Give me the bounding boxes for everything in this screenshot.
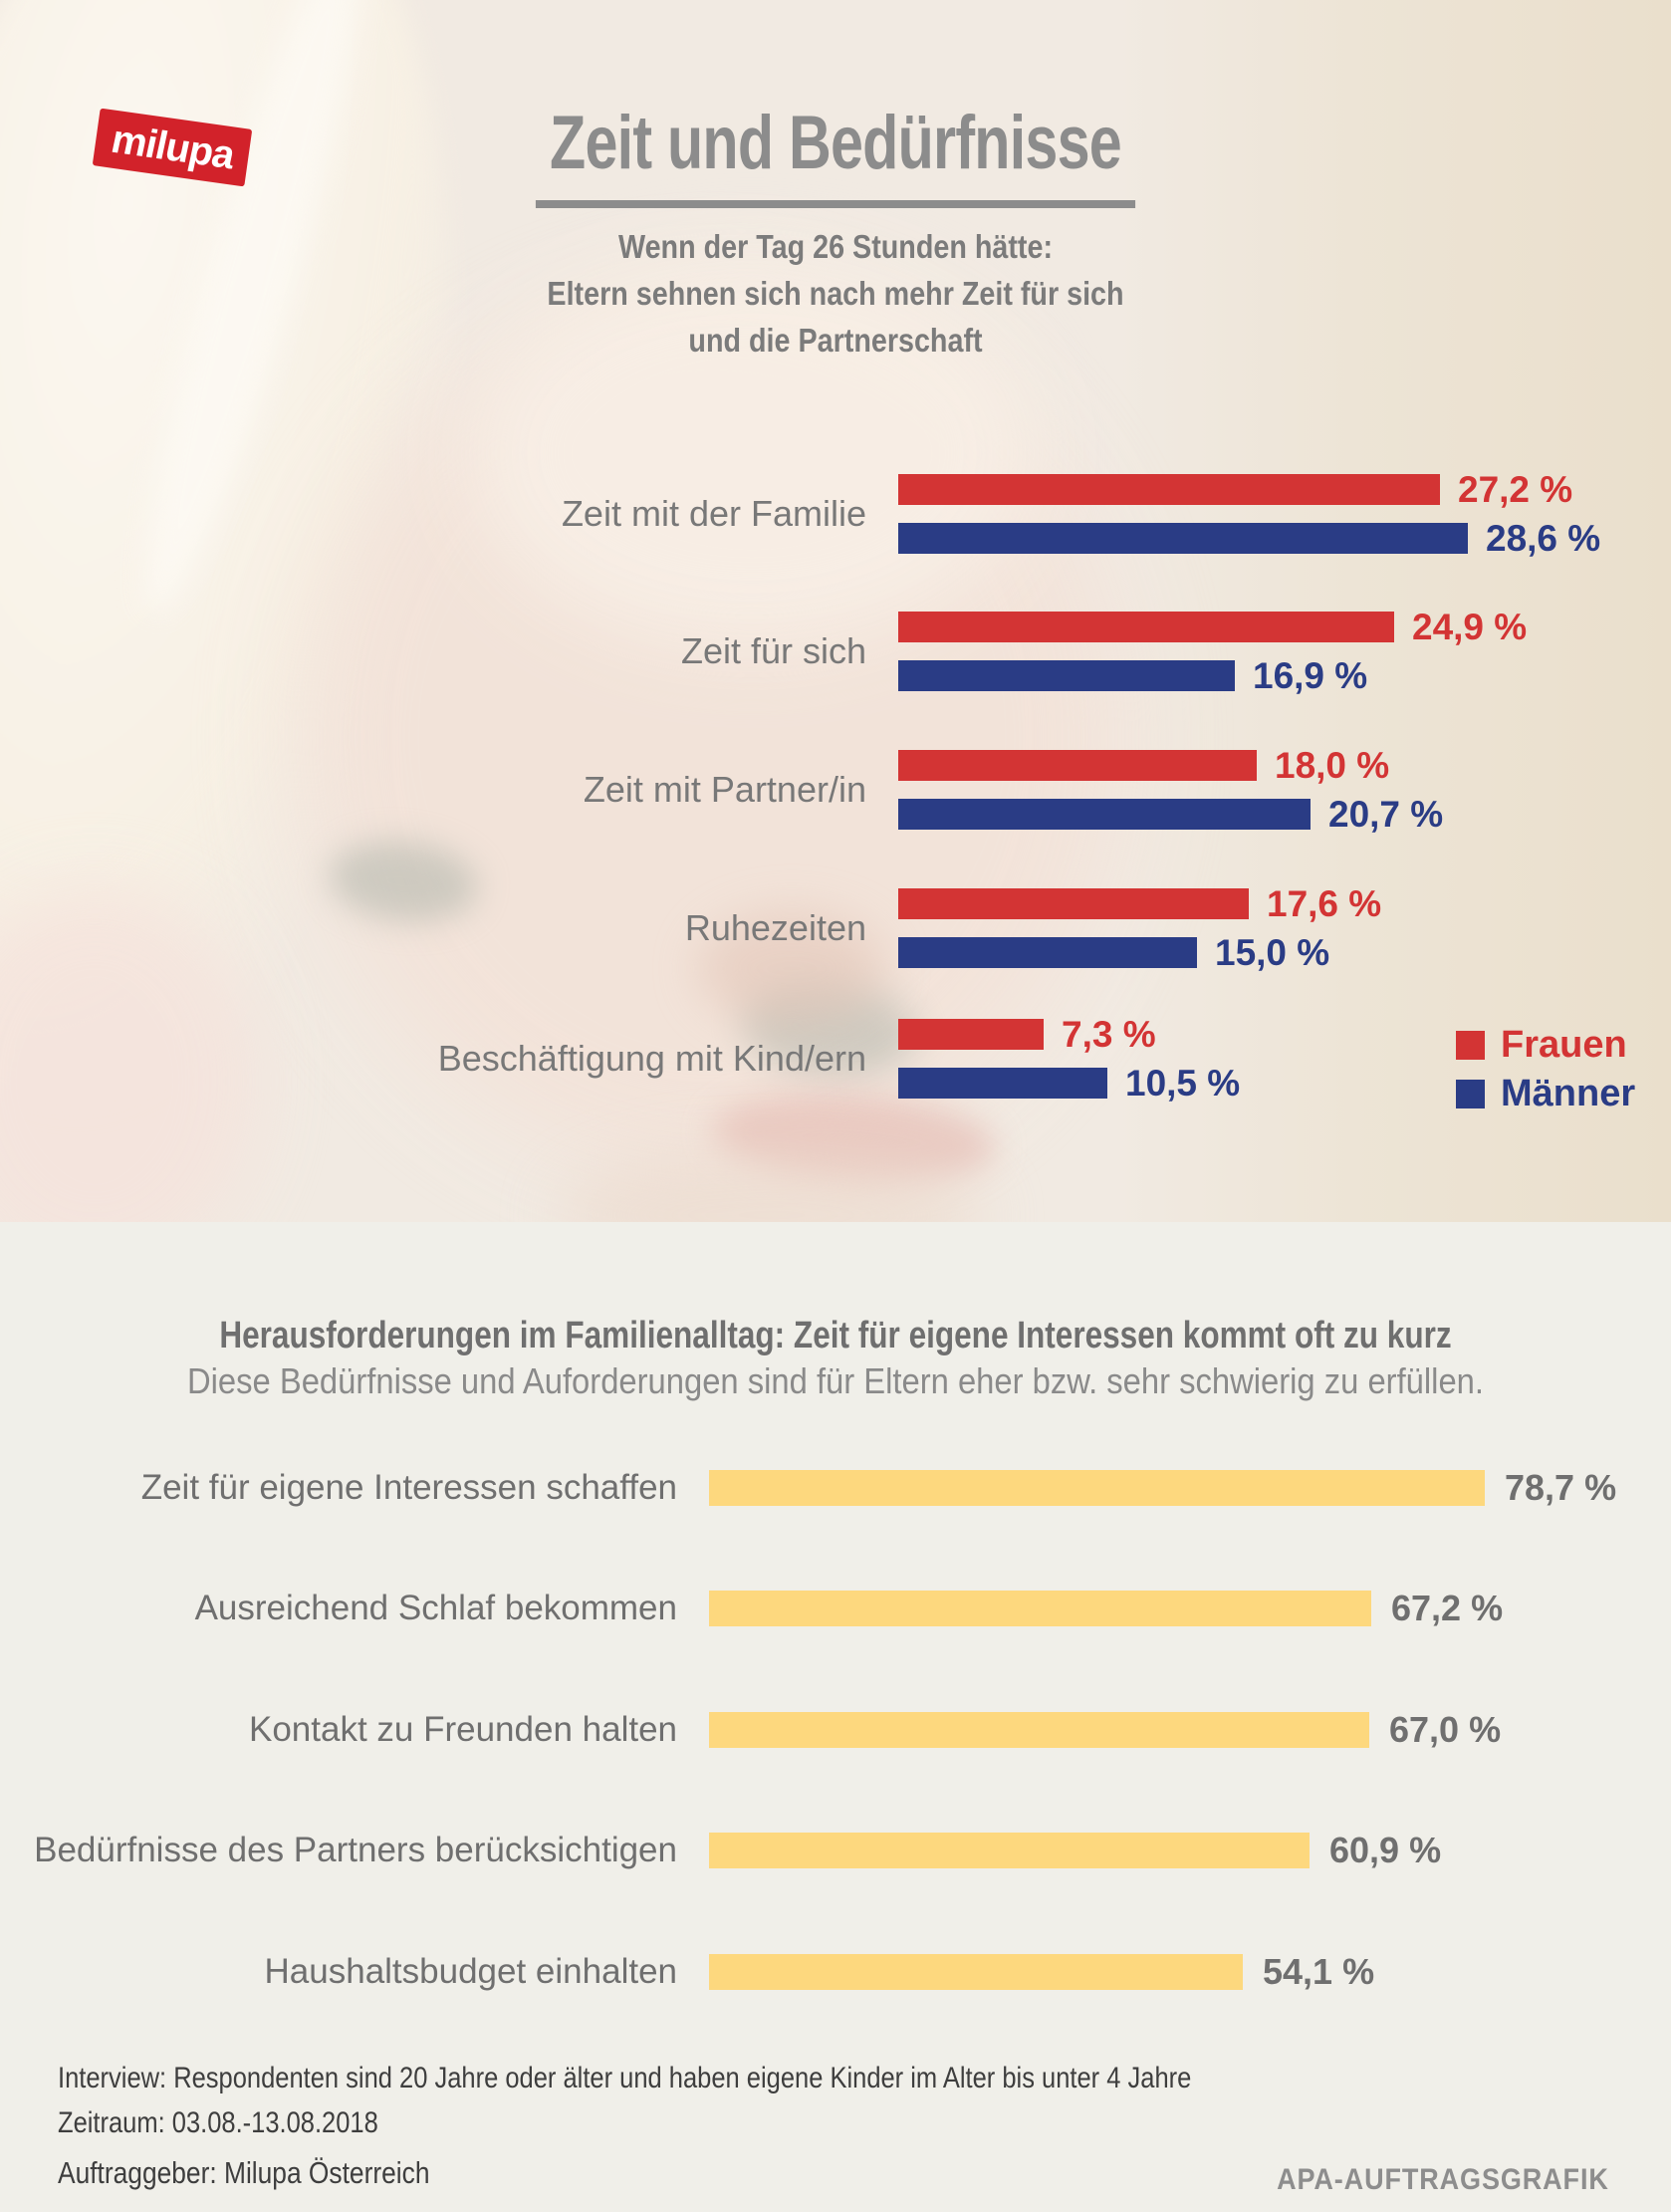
bar-challenge — [709, 1954, 1243, 1990]
page-title: Zeit und Bedürfnisse — [184, 100, 1488, 208]
bar-challenge — [709, 1833, 1310, 1868]
chart1-subtitle-line1: Wenn der Tag 26 Stunden hätte: — [617, 228, 1054, 265]
chart1-subtitle: Wenn der Tag 26 Stunden hätte: Eltern se… — [109, 223, 1562, 364]
chart1-subtitle-line2: Eltern sehnen sich nach mehr Zeit für si… — [547, 275, 1124, 312]
legend-item: Männer — [1456, 1073, 1635, 1115]
category-label: Ausreichend Schlaf bekommen — [194, 1589, 677, 1627]
category-label: Haushaltsbudget einhalten — [264, 1952, 677, 1991]
value-label: 67,0 % — [1389, 1709, 1502, 1750]
value-label-frauen: 18,0 % — [1275, 744, 1390, 786]
bar-maenner — [898, 660, 1235, 691]
page-title-text: Zeit und Bedürfnisse — [535, 100, 1136, 208]
value-label-maenner: 28,6 % — [1486, 517, 1601, 559]
value-label: 60,9 % — [1329, 1830, 1442, 1870]
category-label: Bedürfnisse des Partners berücksichtigen — [34, 1831, 677, 1869]
footer-period-note: Zeitraum: 03.08.-13.08.2018 — [58, 2106, 378, 2139]
legend-item: Frauen — [1456, 1024, 1627, 1067]
value-label-frauen: 17,6 % — [1267, 882, 1382, 924]
category-label: Zeit für eigene Interessen schaffen — [140, 1468, 677, 1507]
baby-nose-shadow — [697, 911, 886, 1026]
bar-frauen — [898, 474, 1440, 505]
photo-background-band — [1113, 0, 1671, 1222]
category-label: Kontakt zu Freunden halten — [248, 1710, 677, 1749]
chart1-subtitle-line3: und die Partnerschaft — [688, 322, 983, 359]
bar-maenner — [898, 1068, 1107, 1099]
bar-frauen — [898, 612, 1394, 642]
bar-frauen — [898, 750, 1257, 781]
footer-client: Auftraggeber: Milupa Österreich — [58, 2155, 430, 2190]
baby-forehead-highlight — [468, 259, 1036, 647]
value-label-frauen: 27,2 % — [1458, 468, 1573, 510]
value-label-frauen: 7,3 % — [1062, 1013, 1156, 1055]
legend-label: Männer — [1501, 1073, 1636, 1114]
value-label-maenner: 15,0 % — [1215, 931, 1330, 973]
chart2-subtitle: Diese Bedürfnisse und Auforderungen sind… — [186, 1360, 1485, 1401]
bar-maenner — [898, 523, 1468, 554]
value-label: 78,7 % — [1505, 1467, 1617, 1508]
bar-challenge — [709, 1712, 1369, 1748]
value-label: 67,2 % — [1391, 1588, 1504, 1628]
bar-challenge — [709, 1591, 1371, 1626]
bar-maenner — [898, 799, 1311, 830]
bar-frauen — [898, 1019, 1044, 1050]
chart2-title: Herausforderungen im Familienalltag: Zei… — [219, 1315, 1452, 1356]
category-label: Zeit mit der Familie — [561, 493, 866, 534]
bar-challenge — [709, 1470, 1485, 1506]
legend-label: Frauen — [1501, 1024, 1627, 1066]
value-label-maenner: 16,9 % — [1253, 654, 1368, 696]
legend-swatch-icon — [1456, 1080, 1485, 1108]
value-label-maenner: 20,7 % — [1328, 793, 1444, 835]
value-label: 54,1 % — [1263, 1951, 1375, 1992]
legend-swatch-icon — [1456, 1031, 1485, 1060]
footer-interview-note: Interview: Respondenten sind 20 Jahre od… — [58, 2062, 1192, 2094]
footer-credit: APA-AUFTRAGSGRAFIK — [1277, 2163, 1609, 2196]
category-label: Zeit mit Partner/in — [583, 769, 866, 810]
value-label-frauen: 24,9 % — [1412, 606, 1528, 647]
category-label: Zeit für sich — [680, 630, 866, 671]
category-label: Ruhezeiten — [684, 907, 866, 948]
bar-frauen — [898, 888, 1249, 919]
value-label-maenner: 10,5 % — [1125, 1062, 1241, 1104]
category-label: Beschäftigung mit Kind/ern — [437, 1038, 866, 1079]
bar-maenner — [898, 937, 1197, 968]
